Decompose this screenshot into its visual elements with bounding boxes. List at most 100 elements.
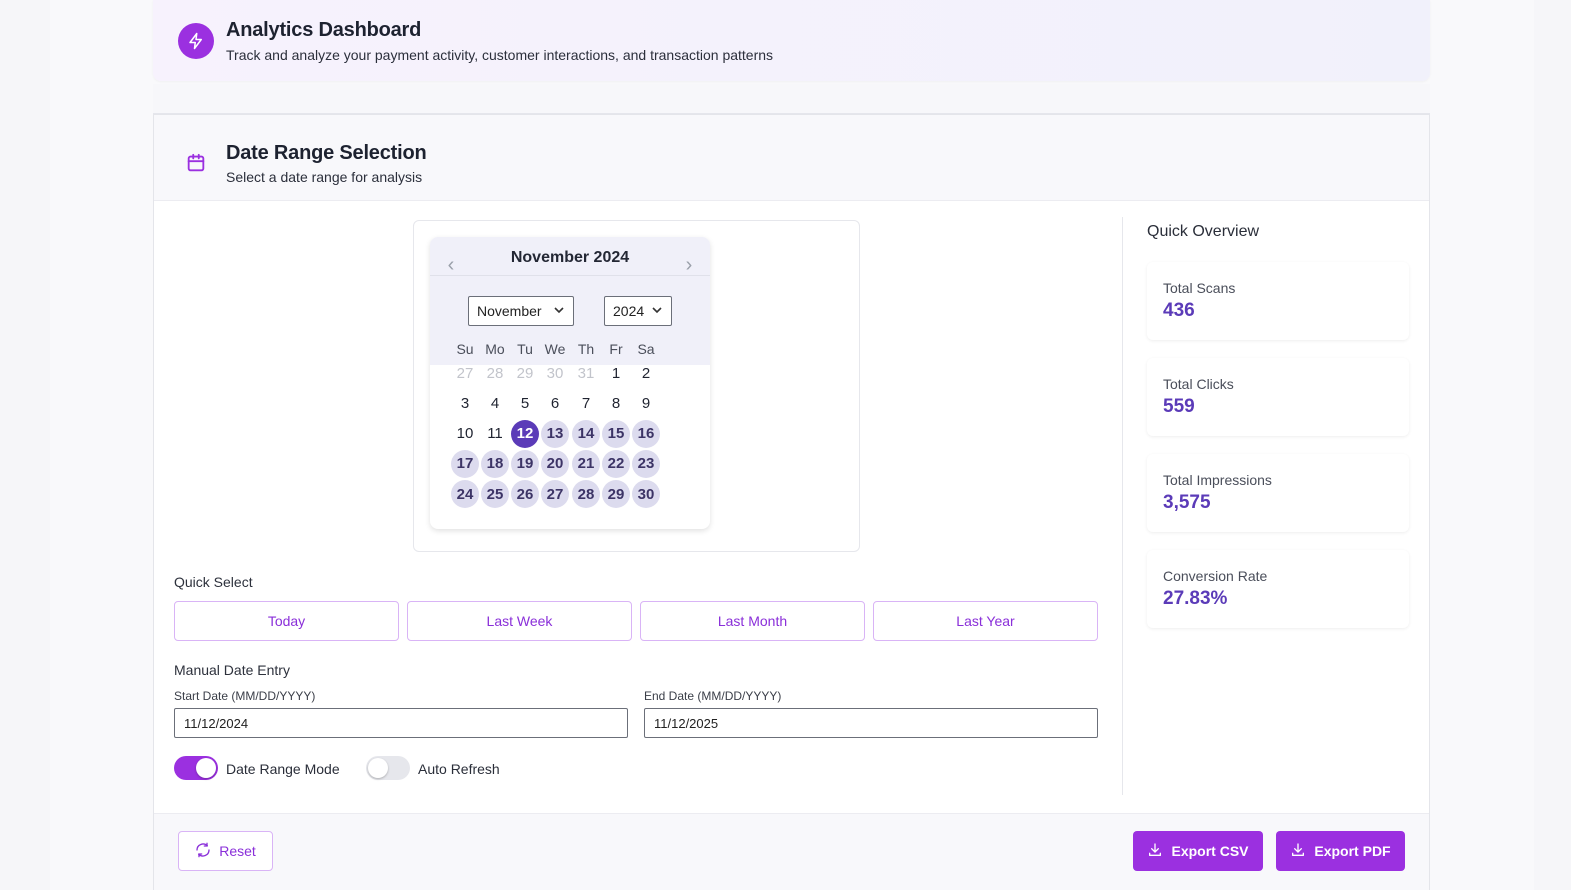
quick-overview-title: Quick Overview	[1147, 223, 1260, 240]
calendar-day[interactable]: 20	[541, 449, 569, 478]
stat-value: 27.83%	[1163, 588, 1228, 609]
stat-label: Total Clicks	[1163, 376, 1234, 392]
page-title: Analytics Dashboard	[226, 19, 422, 41]
calendar-container: ‹ › November 2024 November 2024 Su Mo Tu We…	[413, 220, 860, 552]
weekday-label: Sa	[637, 341, 655, 357]
calendar-day[interactable]: 2	[641, 364, 651, 382]
calendar: ‹ › November 2024 November 2024 Su Mo Tu We…	[430, 237, 710, 529]
calendar-day[interactable]: 29	[602, 480, 630, 508]
end-date-field[interactable]: 11/12/2025	[644, 708, 1098, 738]
header-spacer	[153, 84, 1430, 114]
month-select-value: November	[477, 303, 542, 319]
download-icon	[1290, 842, 1306, 861]
weekday-label: Tu	[517, 341, 533, 357]
weekday-row: Su Mo Tu We Th Fr Sa	[430, 341, 710, 359]
reset-button-label: Reset	[219, 843, 256, 859]
calendar-day[interactable]: 27	[456, 364, 474, 382]
export-pdf-button[interactable]: Export PDF	[1276, 831, 1405, 871]
calendar-day[interactable]: 14	[572, 419, 600, 448]
calendar-day[interactable]: 16	[632, 419, 660, 448]
end-date-label: End Date (MM/DD/YYYY)	[644, 689, 782, 703]
weekday-label: Mo	[485, 341, 505, 357]
reset-button[interactable]: Reset	[178, 831, 273, 871]
calendar-day[interactable]: 27	[541, 480, 569, 508]
card-header: Date Range Selection Select a date range…	[154, 115, 1429, 201]
year-select[interactable]: 2024	[604, 296, 672, 326]
calendar-day[interactable]: 22	[602, 449, 630, 478]
export-csv-button[interactable]: Export CSV	[1133, 831, 1263, 871]
today-button[interactable]: Today	[174, 601, 399, 641]
calendar-day[interactable]: 31	[577, 364, 595, 382]
calendar-header-divider	[430, 275, 710, 276]
calendar-day[interactable]: 28	[572, 480, 600, 508]
calendar-day[interactable]: 25	[481, 480, 509, 508]
calendar-day[interactable]: 30	[632, 480, 660, 508]
last-month-button[interactable]: Last Month	[640, 601, 865, 641]
export-csv-label: Export CSV	[1171, 843, 1249, 859]
toggle-knob	[196, 758, 216, 778]
start-date-label: Start Date (MM/DD/YYYY)	[174, 689, 316, 703]
page-subtitle: Track and analyze your payment activity,…	[226, 47, 774, 63]
date-range-card: Date Range Selection Select a date range…	[153, 114, 1430, 890]
calendar-day-selected[interactable]: 12	[511, 419, 539, 448]
export-pdf-label: Export PDF	[1314, 843, 1391, 859]
stat-value: 436	[1163, 300, 1195, 321]
start-date-field[interactable]: 11/12/2024	[174, 708, 628, 738]
stat-card-conversion-rate: Conversion Rate 27.83%	[1147, 550, 1409, 628]
calendar-day[interactable]: 10	[456, 425, 474, 442]
stat-card-total-impressions: Total Impressions 3,575	[1147, 454, 1409, 532]
calendar-day[interactable]: 19	[511, 449, 539, 478]
year-select-value: 2024	[613, 303, 645, 319]
calendar-day[interactable]: 11	[487, 425, 503, 442]
card-title: Date Range Selection	[226, 142, 427, 164]
weekday-label: We	[544, 341, 566, 357]
card-subtitle: Select a date range for analysis	[226, 169, 423, 185]
stat-label: Total Scans	[1163, 280, 1236, 296]
card-footer: Reset Export CSV Export PDF	[154, 813, 1429, 890]
stat-label: Total Impressions	[1163, 472, 1272, 488]
last-year-button[interactable]: Last Year	[873, 601, 1098, 641]
calendar-day[interactable]: 18	[481, 449, 509, 478]
calendar-day[interactable]: 3	[460, 394, 470, 412]
calendar-day[interactable]: 1	[611, 364, 621, 382]
calendar-day[interactable]: 21	[572, 449, 600, 478]
calendar-day[interactable]: 29	[516, 364, 534, 382]
weekday-label: Su	[456, 341, 474, 357]
date-range-mode-toggle[interactable]	[174, 756, 218, 780]
calendar-day[interactable]: 9	[641, 394, 651, 412]
month-select[interactable]: November	[468, 296, 574, 326]
calendar-day[interactable]: 13	[541, 419, 569, 448]
calendar-day[interactable]: 15	[602, 419, 630, 448]
calendar-icon	[185, 152, 207, 174]
calendar-day[interactable]: 26	[511, 480, 539, 508]
calendar-day[interactable]: 5	[520, 394, 530, 412]
weekday-label: Th	[577, 341, 595, 357]
chevron-down-icon	[553, 303, 565, 319]
auto-refresh-toggle[interactable]	[366, 756, 410, 780]
calendar-day[interactable]: 24	[451, 480, 479, 508]
prev-month-button[interactable]: ‹	[447, 254, 455, 276]
download-icon	[1147, 842, 1163, 861]
calendar-month-label: November 2024	[510, 249, 630, 266]
column-divider	[1122, 217, 1123, 795]
quick-select-label: Quick Select	[174, 574, 253, 590]
calendar-day[interactable]: 8	[611, 394, 621, 412]
calendar-day[interactable]: 23	[632, 449, 660, 478]
lightning-icon	[178, 23, 214, 59]
date-range-mode-label: Date Range Mode	[226, 761, 340, 777]
calendar-day[interactable]: 6	[550, 394, 560, 412]
dashboard-header: Analytics Dashboard Track and analyze yo…	[153, 0, 1430, 81]
calendar-day[interactable]: 30	[546, 364, 564, 382]
stat-value: 559	[1163, 396, 1195, 417]
next-month-button[interactable]: ›	[685, 254, 693, 276]
auto-refresh-label: Auto Refresh	[418, 761, 500, 777]
calendar-day[interactable]: 7	[581, 394, 591, 412]
calendar-day[interactable]: 17	[451, 449, 479, 478]
calendar-day[interactable]: 4	[490, 394, 500, 412]
stat-value: 3,575	[1163, 492, 1211, 513]
toggle-knob	[368, 758, 388, 778]
calendar-day[interactable]: 28	[486, 364, 504, 382]
chevron-down-icon	[651, 303, 663, 319]
manual-entry-label: Manual Date Entry	[174, 662, 290, 678]
last-week-button[interactable]: Last Week	[407, 601, 632, 641]
